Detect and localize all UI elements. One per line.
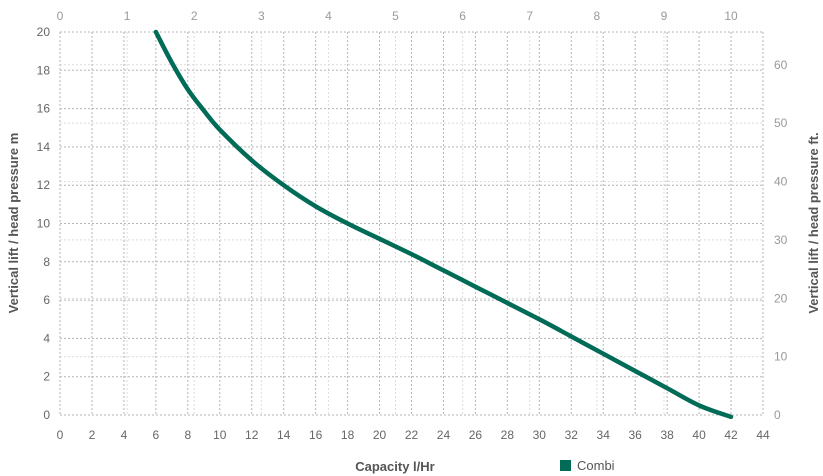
legend-label-combi: Combi xyxy=(577,458,615,473)
x2-tick-label: 4 xyxy=(325,9,332,23)
y-tick-label: 16 xyxy=(37,102,51,116)
y-tick-label: 18 xyxy=(37,63,51,77)
x-axis-title: Capacity l/Hr xyxy=(355,459,434,474)
legend-swatch-combi xyxy=(560,460,571,471)
x-tick-label: 10 xyxy=(213,428,227,442)
grid xyxy=(59,31,764,416)
x2-tick-label: 3 xyxy=(258,9,265,23)
y2-tick-label: 50 xyxy=(774,116,788,130)
x-tick-label: 40 xyxy=(692,428,706,442)
x-tick-label: 12 xyxy=(245,428,259,442)
y2-tick-label: 10 xyxy=(774,350,788,364)
x2-tick-label: 8 xyxy=(593,9,600,23)
x-tick-label: 30 xyxy=(533,428,547,442)
tick-labels: 0 2 4 6 8 10 12 14 16 18 20 22 24 26 28 30 32 34 36 38 40 42 4… xyxy=(37,9,788,442)
x2-tick-label: 1 xyxy=(124,9,131,23)
x-tick-label: 20 xyxy=(373,428,387,442)
x2-tick-label: 9 xyxy=(661,9,668,23)
x-tick-label: 2 xyxy=(89,428,96,442)
y-tick-label: 20 xyxy=(37,25,51,39)
x-tick-label: 38 xyxy=(660,428,674,442)
x-tick-label: 18 xyxy=(341,428,355,442)
x-tick-label: 32 xyxy=(565,428,579,442)
x-tick-label: 28 xyxy=(501,428,515,442)
y2-tick-label: 0 xyxy=(774,408,781,422)
x2-tick-label: 0 xyxy=(57,9,64,23)
y-tick-label: 8 xyxy=(43,255,50,269)
y-tick-label: 6 xyxy=(43,293,50,307)
x2-tick-label: 6 xyxy=(459,9,466,23)
y-tick-label: 0 xyxy=(43,408,50,422)
y2-tick-label: 60 xyxy=(774,58,788,72)
y-axis-title: Vertical lift / head pressure m xyxy=(6,133,21,314)
series-line-combi xyxy=(153,29,734,420)
y-tick-label: 14 xyxy=(37,140,51,154)
y2-tick-label: 40 xyxy=(774,175,788,189)
x-tick-label: 26 xyxy=(469,428,483,442)
x-tick-label: 16 xyxy=(309,428,323,442)
x-tick-label: 42 xyxy=(724,428,738,442)
x-tick-label: 14 xyxy=(277,428,291,442)
legend: Combi xyxy=(560,458,615,473)
y-tick-label: 12 xyxy=(37,178,51,192)
y2-axis-title: Vertical lift / head pressure ft. xyxy=(806,132,821,313)
x2-tick-label: 5 xyxy=(392,9,399,23)
x-tick-label: 6 xyxy=(153,428,160,442)
y-tick-label: 2 xyxy=(43,370,50,384)
x-tick-label: 34 xyxy=(597,428,611,442)
x-tick-label: 22 xyxy=(405,428,419,442)
x-tick-label: 24 xyxy=(437,428,451,442)
x2-tick-label: 2 xyxy=(191,9,198,23)
x2-tick-label: 7 xyxy=(526,9,533,23)
y-tick-label: 10 xyxy=(37,217,51,231)
x2-tick-label: 10 xyxy=(724,9,738,23)
y2-tick-label: 20 xyxy=(774,291,788,305)
x-tick-label: 36 xyxy=(629,428,643,442)
y2-tick-label: 30 xyxy=(774,233,788,247)
x-tick-label: 4 xyxy=(121,428,128,442)
x-tick-label: 0 xyxy=(57,428,64,442)
y-tick-label: 4 xyxy=(43,331,50,345)
x-tick-label: 8 xyxy=(184,428,191,442)
x-tick-label: 44 xyxy=(756,428,770,442)
